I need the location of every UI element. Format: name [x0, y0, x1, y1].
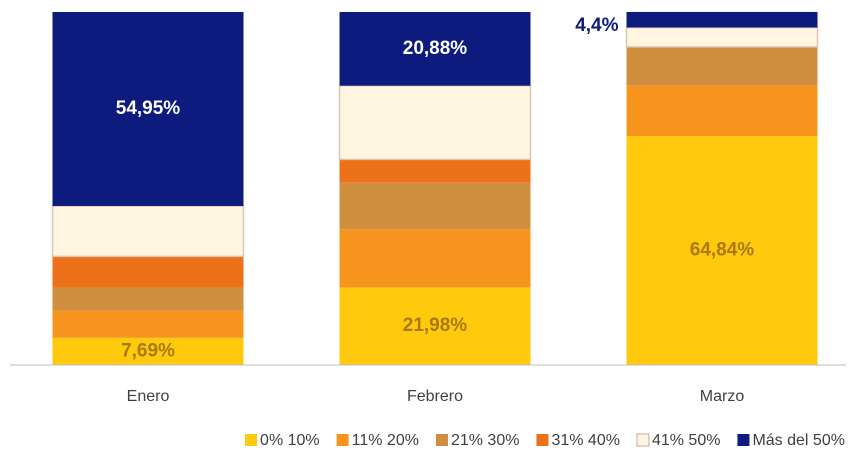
- value-label: 20,88%: [403, 38, 468, 59]
- bar-segment: [51, 205, 245, 258]
- value-label: 21,98%: [403, 315, 468, 336]
- bar-segment: [626, 136, 818, 365]
- legend-swatch: [245, 434, 258, 446]
- value-label: 7,69%: [121, 340, 175, 361]
- legend-swatch: [336, 434, 349, 446]
- bar-segment: [52, 256, 244, 288]
- bar-segment: [339, 12, 531, 86]
- bar-segment: [52, 310, 244, 338]
- legend-swatch: [435, 434, 448, 446]
- bar-segment: [52, 12, 244, 206]
- legend-label: Más del 50%: [752, 432, 845, 449]
- legend-label: 21% 30%: [451, 432, 520, 449]
- value-label: 4,4%: [575, 15, 618, 36]
- legend-swatch: [737, 434, 750, 446]
- bar-segment: [626, 11, 818, 28]
- bar-segment: [339, 229, 531, 288]
- legend-swatch: [636, 433, 650, 447]
- bar-segment: [338, 84, 532, 161]
- bar-segment: [626, 46, 818, 86]
- x-tick-label: Marzo: [700, 388, 745, 405]
- value-label: 54,95%: [116, 98, 181, 119]
- legend-label: 41% 50%: [652, 432, 721, 449]
- legend-label: 11% 20%: [352, 432, 419, 449]
- legend-label: 31% 40%: [551, 432, 620, 449]
- bar-segment: [625, 26, 819, 48]
- bar-segment: [339, 182, 531, 230]
- value-label: 64,84%: [690, 240, 755, 261]
- legend-label: 0% 10%: [260, 432, 320, 449]
- x-tick-label: Enero: [127, 388, 170, 405]
- bar-segment: [52, 287, 244, 311]
- bar-segment: [339, 287, 531, 365]
- bar-segment: [339, 159, 531, 183]
- bar-segment: [626, 85, 818, 137]
- x-tick-label: Febrero: [407, 388, 463, 405]
- bar-segment: [52, 337, 244, 365]
- legend-swatch: [536, 434, 549, 446]
